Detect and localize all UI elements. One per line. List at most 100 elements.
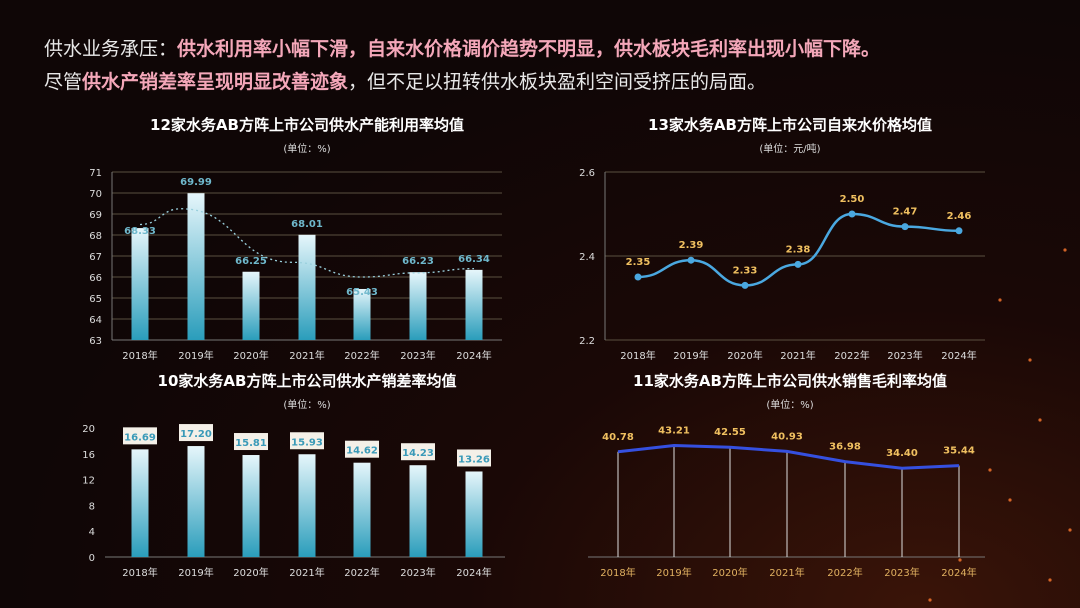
x-tick-label: 2023年 — [884, 566, 919, 579]
bar — [187, 193, 205, 340]
chart-title: 10家水务AB方阵上市公司供水产销差率均值 — [158, 372, 457, 390]
headline-text: 尽管 — [44, 71, 83, 93]
x-tick-label: 2024年 — [941, 566, 976, 579]
bar — [298, 234, 316, 340]
data-label-box — [179, 424, 213, 442]
bar — [298, 454, 316, 557]
ember — [928, 598, 932, 602]
ember — [998, 298, 1002, 302]
y-tick-label: 66 — [89, 273, 102, 284]
data-label: 2.38 — [786, 244, 811, 255]
data-label: 69.99 — [180, 177, 212, 188]
x-tick-label: 2018年 — [600, 566, 635, 579]
x-tick-label: 2019年 — [656, 566, 691, 579]
data-label: 15.81 — [235, 438, 267, 449]
x-tick-label: 2024年 — [456, 349, 491, 362]
data-label: 2.50 — [840, 194, 865, 205]
data-label: 66.25 — [235, 256, 267, 267]
ember — [1063, 248, 1067, 252]
chart-subtitle: (单位：%) — [283, 142, 330, 155]
y-tick-label: 2.4 — [579, 252, 595, 263]
x-tick-label: 2022年 — [344, 566, 379, 579]
data-label-box — [345, 440, 379, 458]
data-label: 66.34 — [458, 254, 490, 265]
x-tick-label: 2021年 — [780, 349, 815, 362]
data-label: 40.78 — [602, 432, 634, 443]
x-tick-label: 2022年 — [344, 349, 379, 362]
y-tick-label: 2.2 — [579, 336, 595, 347]
data-label: 40.93 — [771, 431, 803, 442]
data-label-box — [457, 449, 491, 467]
x-tick-label: 2020年 — [712, 566, 747, 579]
bar — [131, 449, 149, 557]
data-label: 2.35 — [626, 257, 651, 268]
ember — [958, 558, 962, 562]
x-tick-label: 2019年 — [673, 349, 708, 362]
series-line — [617, 444, 960, 470]
ember — [1028, 358, 1032, 362]
x-tick-label: 2020年 — [233, 566, 268, 579]
bar — [409, 465, 427, 557]
data-label: 13.26 — [458, 454, 490, 465]
bar — [131, 228, 149, 340]
x-tick-label: 2018年 — [122, 566, 157, 579]
y-tick-label: 67 — [89, 252, 102, 263]
bar — [465, 471, 483, 557]
data-label: 16.69 — [124, 432, 156, 443]
headline-highlight: 供水产销差率呈现明显改善迹象 — [82, 71, 349, 93]
ember — [988, 468, 992, 472]
bar — [353, 462, 371, 557]
data-point — [687, 256, 695, 264]
x-tick-label: 2021年 — [289, 349, 324, 362]
x-tick-label: 2021年 — [289, 566, 324, 579]
ember — [1038, 418, 1042, 422]
x-tick-label: 2020年 — [233, 349, 268, 362]
chart-title: 12家水务AB方阵上市公司供水产能利用率均值 — [150, 116, 464, 134]
data-label: 68.01 — [291, 219, 323, 230]
y-tick-label: 68 — [89, 231, 102, 242]
data-label: 17.20 — [180, 429, 212, 440]
data-label: 2.47 — [893, 207, 918, 218]
x-tick-label: 2019年 — [178, 566, 213, 579]
x-tick-label: 2022年 — [827, 566, 862, 579]
data-label-box — [234, 433, 268, 451]
x-tick-label: 2024年 — [456, 566, 491, 579]
x-tick-label: 2022年 — [834, 349, 869, 362]
trend-line — [139, 208, 475, 278]
data-label-box — [123, 427, 157, 445]
data-point — [794, 260, 802, 268]
x-tick-label: 2024年 — [941, 349, 976, 362]
y-tick-label: 70 — [89, 189, 102, 200]
x-tick-label: 2023年 — [400, 349, 435, 362]
data-point — [955, 227, 963, 235]
ember — [1068, 528, 1072, 532]
data-label: 2.46 — [947, 211, 972, 222]
data-label: 65.43 — [346, 287, 378, 298]
x-tick-label: 2023年 — [400, 566, 435, 579]
y-tick-label: 63 — [89, 336, 102, 347]
chart-title: 13家水务AB方阵上市公司自来水价格均值 — [648, 116, 932, 134]
x-tick-label: 2018年 — [620, 349, 655, 362]
y-tick-label: 69 — [89, 210, 102, 221]
data-label: 14.62 — [346, 446, 378, 457]
y-tick-label: 16 — [82, 450, 95, 461]
data-label-box — [290, 432, 324, 450]
data-label: 42.55 — [714, 427, 746, 438]
y-tick-label: 64 — [89, 315, 102, 326]
data-label: 43.21 — [658, 426, 690, 437]
chart-subtitle: (单位：%) — [766, 398, 813, 411]
data-point — [634, 273, 642, 281]
headline-line-2: 尽管供水产销差率呈现明显改善迹象，但不足以扭转供水板块盈利空间受挤压的局面。 — [44, 67, 766, 94]
bar — [353, 288, 371, 340]
y-tick-label: 65 — [89, 294, 102, 305]
bar — [187, 446, 205, 557]
x-tick-label: 2019年 — [178, 349, 213, 362]
data-label: 14.23 — [402, 448, 434, 459]
y-tick-label: 12 — [82, 476, 95, 487]
bar — [242, 455, 260, 557]
chart-subtitle: (单位：%) — [283, 398, 330, 411]
bar — [465, 269, 483, 340]
data-label-box — [401, 443, 435, 461]
headline-text: 供水业务承压： — [44, 38, 178, 60]
data-label: 34.40 — [886, 448, 918, 459]
